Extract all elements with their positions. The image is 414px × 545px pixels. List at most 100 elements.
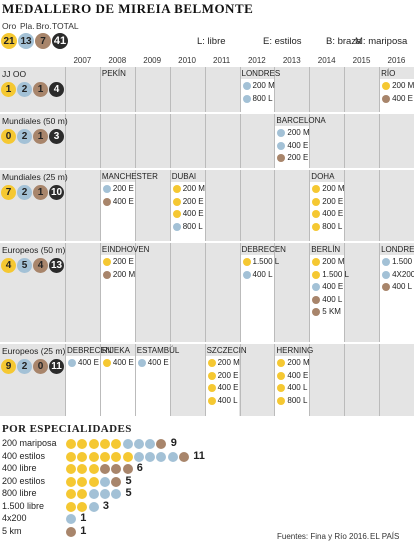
silver-medal-dot [145, 451, 156, 462]
city-label: BARCELONA [276, 116, 326, 125]
specialty-label: 400 libre [2, 463, 37, 473]
gold-medal-dot [88, 464, 99, 474]
year-cell [100, 255, 135, 342]
competition-total-badge: 13 [49, 258, 64, 273]
city-label: DEBRECEN [241, 245, 286, 254]
silver-medal-dot [137, 359, 146, 367]
gold-medal-dot [66, 501, 76, 512]
gold-medal-dot [77, 501, 88, 512]
specialty-label: 1.500 libre [2, 500, 45, 511]
medal-event: 400 E [287, 370, 309, 380]
city-label: HERNING [276, 346, 314, 355]
silver-medal-dot [122, 439, 133, 449]
bronze-medal-dot [179, 451, 189, 462]
silver-medal-dot [68, 359, 76, 367]
medal-event: 1.500 L [252, 257, 280, 266]
silver-medal-dot [172, 222, 181, 231]
gold-medal-dot [66, 489, 76, 499]
silver-medal-dot [242, 94, 251, 103]
total-silver-badge: 13 [18, 33, 34, 49]
grid-line [99, 67, 101, 112]
silver-medal-dot [99, 476, 110, 487]
grid-line [309, 344, 311, 416]
silver-medal-dot [312, 283, 321, 291]
gold-medal-dot [99, 439, 110, 449]
bronze-medal-dot [111, 464, 122, 474]
competition-name: Mundiales (50 m) [2, 116, 68, 126]
medal-event: 200 E [112, 184, 134, 193]
grid-line [65, 344, 66, 416]
grid-line [274, 67, 276, 112]
grid-line [204, 67, 206, 112]
bronze-medal-dot [99, 464, 110, 474]
city-label: DOHA [311, 172, 335, 181]
gold-medal-dot [277, 359, 286, 367]
gold-medal-dot [382, 82, 391, 90]
bronze-medal-dot [312, 308, 321, 316]
medal-event: 400 E [392, 93, 413, 103]
gold-medal-dot [207, 359, 216, 367]
gold-medal-dot [66, 439, 76, 449]
page-title: MEDALLERO DE MIREIA BELMONTE [2, 1, 254, 16]
specialty-total: 11 [193, 449, 205, 462]
gold-medal-dot [207, 396, 216, 405]
grid-line [344, 344, 346, 416]
legend-item: B: braza [326, 36, 362, 47]
medal-event: 800 L [322, 221, 343, 231]
city-label: ESTAMBÚL [136, 346, 180, 355]
medal-event: 200 E [322, 196, 344, 206]
gold-medal-dot [66, 476, 76, 487]
city-label: LONDRES [381, 245, 414, 254]
gold-medal-dot [102, 258, 111, 266]
grid-line [379, 344, 381, 416]
silver-medal-dot [277, 141, 286, 150]
medal-event: 400 L [252, 269, 273, 279]
medal-event: 400 E [322, 282, 344, 291]
competition-silver-badge: 5 [17, 258, 32, 273]
grid-line [99, 344, 101, 416]
medal-event: 400 E [112, 358, 134, 367]
medal-event: 800 L [287, 395, 308, 405]
header-label: TOTAL [52, 21, 79, 31]
gold-medal-dot [312, 210, 321, 218]
gold-medal-dot [207, 371, 216, 380]
bronze-medal-dot [122, 464, 133, 474]
grid-line [344, 243, 346, 342]
medal-event: 200 E [182, 196, 204, 206]
city-label: BERLÍN [311, 245, 341, 254]
medal-event: 200 M [392, 81, 414, 90]
specialty-total: 5 [125, 487, 132, 499]
bronze-medal-dot [382, 94, 391, 103]
gold-medal-dot [277, 371, 286, 380]
silver-medal-dot [88, 489, 99, 499]
grid-line [344, 114, 346, 168]
competition-silver-badge: 2 [17, 359, 32, 374]
medal-event: 4X200 [392, 269, 414, 279]
header-label: Pla. [20, 21, 35, 31]
total-total-badge: 41 [52, 33, 68, 49]
competition-bronze-badge: 1 [33, 185, 48, 200]
gold-medal-dot [111, 451, 122, 462]
grid-line [134, 170, 136, 241]
medal-event: 400 E [182, 209, 204, 218]
city-label: SZCZECIN [206, 346, 247, 355]
gold-medal-dot [77, 464, 88, 474]
legend-item: E: estilos [263, 36, 302, 47]
year-cell [380, 255, 414, 342]
year-label: 2013 [282, 56, 301, 65]
gold-medal-dot [88, 451, 99, 462]
gold-medal-dot [312, 185, 321, 193]
grid-line [204, 243, 206, 342]
medal-event: 200 M [287, 128, 310, 137]
specialty-label: 200 mariposa [2, 438, 57, 448]
bronze-medal-dot [382, 283, 391, 291]
city-label: PEKÍN [101, 69, 126, 78]
legend-item: L: libre [197, 36, 226, 47]
grid-line [99, 114, 101, 168]
specialty-total: 3 [102, 499, 110, 512]
competition-total-badge: 10 [49, 185, 64, 200]
medal-event: 200 M [287, 358, 310, 367]
grid-line [65, 114, 66, 168]
specialty-label: 400 estilos [2, 450, 46, 461]
grid-line [379, 170, 381, 241]
